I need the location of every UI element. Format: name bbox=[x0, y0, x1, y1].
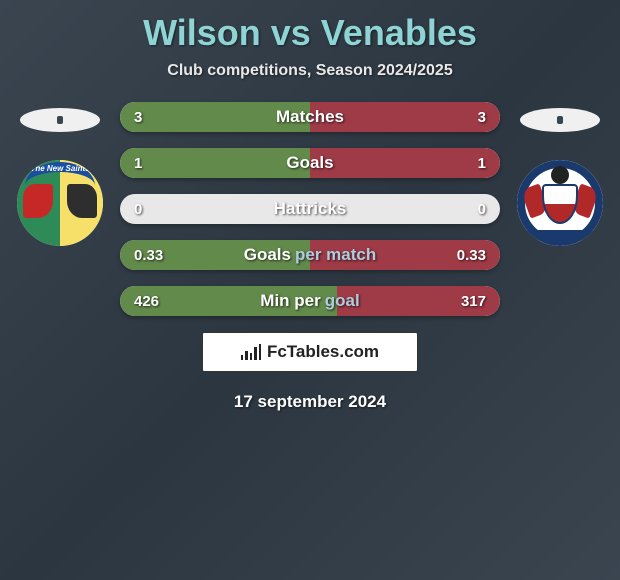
right-player-column bbox=[510, 102, 610, 246]
bar-chart-icon bbox=[241, 344, 261, 360]
player-silhouette-icon bbox=[20, 108, 100, 132]
brand-badge: FcTables.com bbox=[202, 332, 418, 372]
stat-label: Goals bbox=[120, 148, 500, 178]
left-club-crest: The New Saints bbox=[17, 160, 103, 246]
stat-label: Hattricks bbox=[120, 194, 500, 224]
brand-text: FcTables.com bbox=[267, 342, 379, 362]
comparison-panel: The New Saints 33Matches 11Goals 00Hattric… bbox=[0, 102, 620, 412]
stat-label: Goalsper match bbox=[120, 240, 500, 270]
stat-label: Matches bbox=[120, 102, 500, 132]
snapshot-date: 17 september 2024 bbox=[0, 392, 620, 412]
stat-row: 0.330.33Goalsper match bbox=[120, 240, 500, 270]
crest-text: The New Saints bbox=[17, 164, 103, 173]
right-club-crest bbox=[517, 160, 603, 246]
player-silhouette-icon bbox=[520, 108, 600, 132]
stat-bars-container: 33Matches 11Goals 00Hattricks 0.330.33Goals… bbox=[120, 102, 500, 316]
stat-label: Min pergoal bbox=[120, 286, 500, 316]
page-title: Wilson vs Venables bbox=[0, 0, 620, 54]
stat-row: 11Goals bbox=[120, 148, 500, 178]
page-subtitle: Club competitions, Season 2024/2025 bbox=[0, 62, 620, 80]
stat-row: 33Matches bbox=[120, 102, 500, 132]
stat-row: 426317Min pergoal bbox=[120, 286, 500, 316]
left-player-column: The New Saints bbox=[10, 102, 110, 246]
stat-row: 00Hattricks bbox=[120, 194, 500, 224]
